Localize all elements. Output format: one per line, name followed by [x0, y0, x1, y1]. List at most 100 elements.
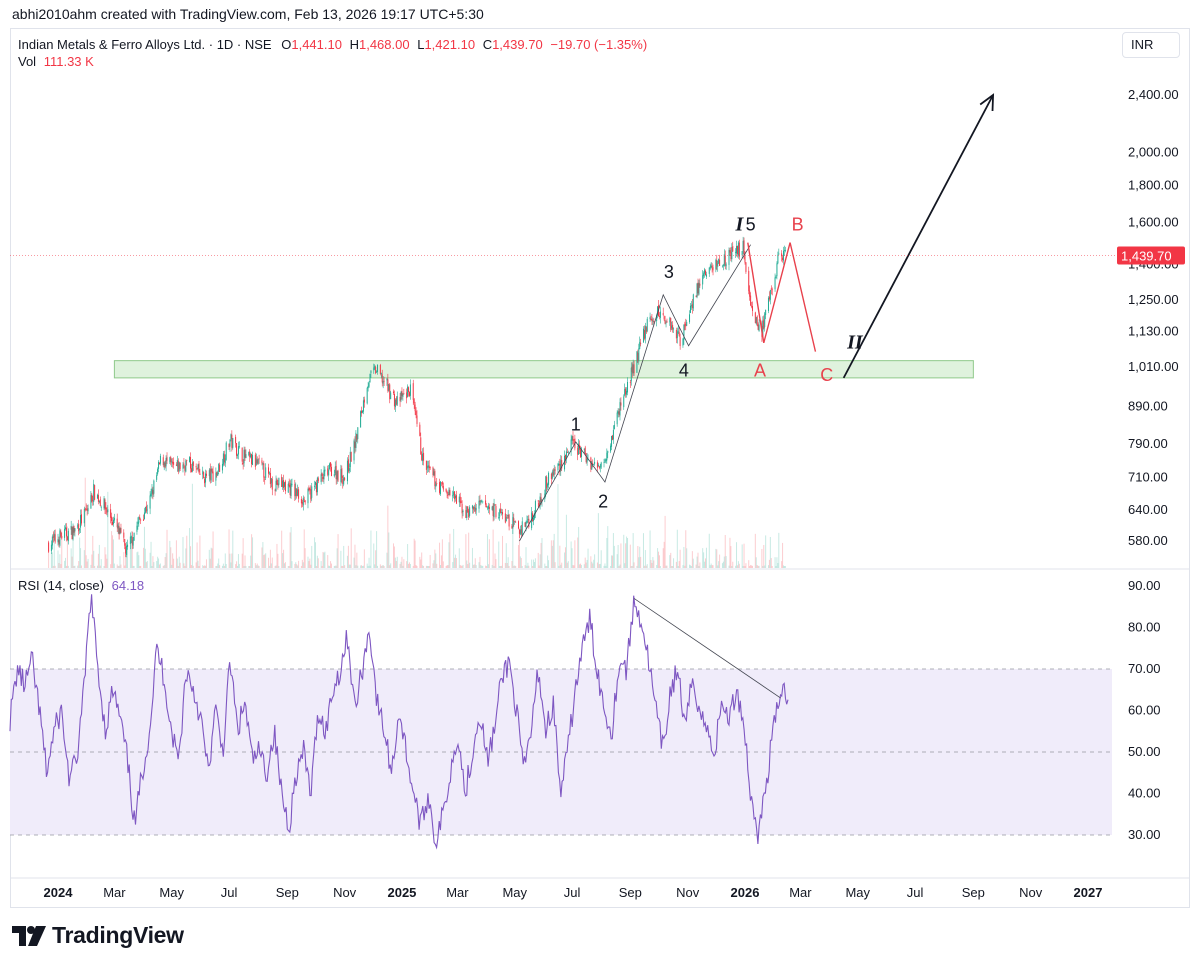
volume-bar: [191, 483, 193, 568]
volume-bar: [743, 543, 745, 568]
candle-body: [92, 500, 94, 502]
candle-body: [361, 410, 363, 414]
volume-bar: [420, 559, 422, 568]
candle-body: [699, 283, 701, 286]
volume-bar: [382, 564, 384, 568]
candle-body: [230, 434, 232, 440]
candle-body: [171, 461, 173, 463]
candle-body: [309, 489, 311, 491]
candle-body: [421, 454, 423, 460]
volume-bar: [265, 553, 267, 568]
volume-bar: [439, 565, 441, 568]
candle-body: [373, 367, 375, 371]
support-zone: [113, 360, 974, 379]
volume-bar: [199, 535, 201, 568]
volume-bar: [594, 554, 596, 568]
candle-body: [744, 256, 746, 263]
symbol-title[interactable]: Indian Metals & Ferro Alloys Ltd. · 1D ·…: [18, 37, 272, 52]
volume-bar: [118, 565, 120, 568]
tradingview-logo[interactable]: TradingView: [12, 922, 184, 949]
time-tick-label: May: [845, 885, 870, 900]
volume-bar: [574, 540, 576, 568]
currency-button[interactable]: INR: [1122, 32, 1180, 58]
candle-body: [394, 399, 396, 408]
volume-bar: [433, 560, 435, 568]
volume-bar: [190, 565, 192, 568]
volume-bar: [195, 562, 197, 568]
candle-body: [346, 460, 348, 482]
volume-bar: [376, 531, 378, 568]
volume-bar: [228, 529, 230, 568]
candle-body: [691, 304, 693, 308]
price-axis: 2,400.002,000.001,800.001,600.001,400.00…: [10, 87, 1185, 548]
candle-body: [393, 391, 395, 394]
volume-bar: [715, 548, 717, 568]
candle-body: [190, 457, 192, 469]
candle-body: [408, 391, 410, 396]
volume-bar: [691, 551, 693, 568]
candle-body: [577, 448, 579, 455]
volume-bar: [611, 555, 613, 568]
volume-bar: [264, 554, 266, 568]
volume-bar: [429, 554, 431, 568]
candle-body: [282, 480, 284, 487]
volume-bars: [48, 477, 786, 568]
volume-bar: [422, 565, 424, 568]
volume-bar: [617, 545, 619, 568]
candle-body: [736, 245, 738, 255]
candle-body: [179, 462, 181, 469]
volume-bar: [488, 539, 490, 568]
time-tick-label: Sep: [276, 885, 299, 900]
candle-body: [735, 251, 737, 253]
volume-bar: [552, 540, 554, 568]
candle-body: [645, 327, 647, 333]
volume-bar: [566, 562, 568, 568]
candle-body: [268, 472, 270, 474]
volume-bar: [744, 565, 746, 568]
volume-bar: [368, 557, 370, 568]
candle-body: [495, 506, 497, 517]
candle-body: [186, 459, 188, 461]
candle-body: [205, 473, 207, 483]
volume-bar: [236, 565, 238, 568]
candle-body: [455, 495, 457, 504]
candle-body: [590, 457, 592, 470]
candle-body: [361, 410, 363, 413]
price-tick-label: 710.00: [1128, 469, 1168, 484]
volume-bar: [421, 552, 423, 568]
candle-body: [472, 506, 474, 510]
candle-body: [630, 367, 632, 382]
candle-body: [221, 463, 223, 471]
candle-body: [91, 494, 93, 502]
volume-bar: [323, 552, 325, 568]
candle-body: [584, 447, 586, 454]
candle-body: [455, 495, 457, 499]
volume-bar: [334, 565, 336, 568]
candle-body: [100, 507, 102, 508]
volume-bar: [61, 536, 63, 568]
candle-body: [324, 469, 326, 472]
volume-bar: [184, 565, 186, 568]
candle-body: [327, 468, 329, 475]
volume-bar: [534, 558, 536, 568]
candle-body: [52, 536, 54, 538]
candle-body: [354, 441, 356, 448]
candle-body: [593, 464, 595, 465]
candle-body: [420, 437, 422, 455]
volume-bar: [782, 542, 784, 568]
candle-body: [757, 324, 759, 330]
candle-body: [330, 466, 332, 477]
candle-body: [118, 525, 120, 535]
rsi-pane: [9, 594, 1112, 850]
candle-body: [190, 468, 192, 473]
volume-bar: [645, 565, 647, 568]
time-tick-label: Mar: [789, 885, 812, 900]
candle-body: [60, 531, 62, 536]
candle-body: [138, 516, 140, 523]
candle-body: [718, 259, 720, 264]
candle-body: [442, 485, 444, 490]
ohlc-legend: Indian Metals & Ferro Alloys Ltd. · 1D ·…: [18, 36, 647, 70]
candle-body: [493, 503, 495, 518]
volume-bar: [408, 563, 410, 568]
